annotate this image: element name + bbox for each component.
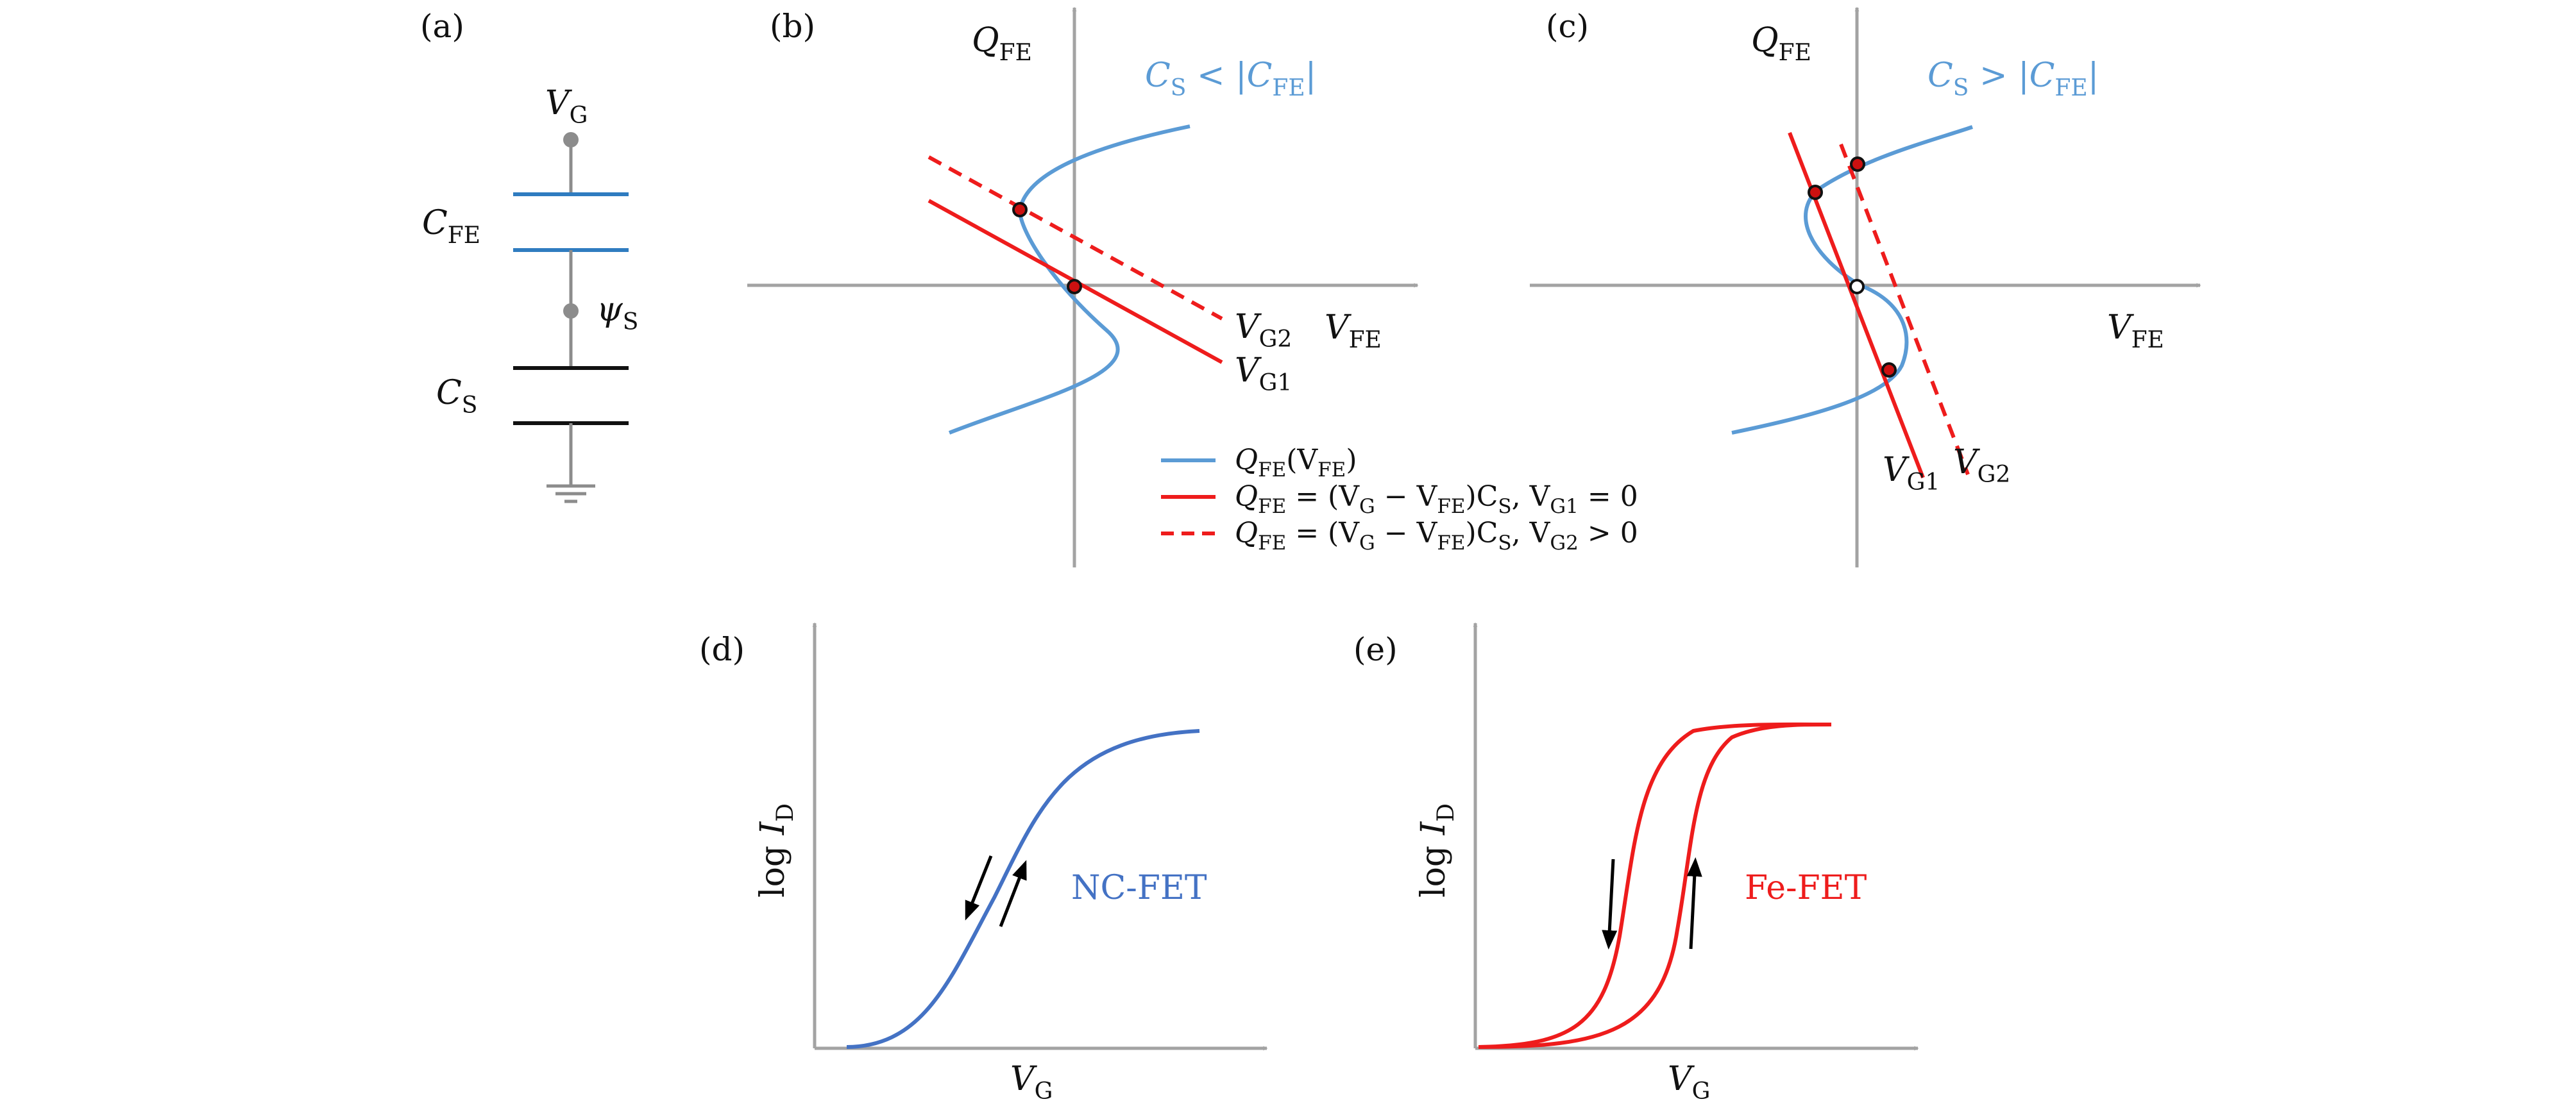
- panel-e: (e) log ID VG Fe-FET: [1353, 622, 1919, 1105]
- c-condition-label: CS > |CFE|: [1928, 56, 2099, 101]
- panel-c: (c) QFE VFE CS > |CFE| VG1 VG2: [1530, 6, 2201, 567]
- c-vg2-label: VG2: [1953, 443, 2010, 488]
- d-x-axis-label: VG: [1010, 1060, 1053, 1105]
- vg-label: VG: [545, 84, 588, 129]
- c-line-vg2: [1839, 143, 1970, 476]
- e-fefet-down-branch: [1478, 722, 1832, 1049]
- cs-label: CS: [436, 374, 477, 419]
- psi-label: ψS: [597, 290, 638, 335]
- panel-d-label: (d): [699, 631, 745, 668]
- legend: QFE(VFE) QFE = (VG − VFE)CS, VG1 = 0 QFE…: [1161, 444, 1638, 555]
- b-vg1-label: VG1: [1235, 351, 1292, 396]
- c-x-axis-label: VFE: [2107, 308, 2164, 353]
- d-down-arrow-icon: [965, 855, 993, 921]
- e-down-arrow-icon: [1602, 859, 1618, 950]
- e-y-axis-label: log ID: [1414, 803, 1459, 898]
- d-ncfet-curve: [846, 729, 1200, 1049]
- b-condition-label: CS < |CFE|: [1145, 56, 1316, 101]
- c-y-axis-label: QFE: [1751, 21, 1811, 66]
- legend-entry-vg2: QFE = (VG − VFE)CS, VG2 > 0: [1235, 517, 1638, 555]
- psi-node-icon: [563, 303, 579, 319]
- capacitor-s-icon: [513, 366, 629, 425]
- legend-entry-vg1: QFE = (VG − VFE)CS, VG1 = 0: [1235, 480, 1638, 518]
- panel-b: (b) QFE VFE CS < |CFE| VG2 VG1: [747, 6, 1419, 567]
- c-intersection-marker: [1881, 362, 1897, 378]
- b-vg2-label: VG2: [1235, 308, 1292, 353]
- d-y-axis-label: log ID: [754, 803, 799, 898]
- e-curve-label: Fe-FET: [1745, 869, 1867, 907]
- b-intersection-marker: [1067, 279, 1082, 294]
- b-x-axis-label: VFE: [1325, 308, 1382, 353]
- c-intersection-marker: [1850, 156, 1865, 172]
- cfe-label: CFE: [422, 204, 480, 249]
- panel-d: (d) log ID VG NC-FET: [699, 622, 1268, 1105]
- e-x-axis-label: VG: [1668, 1060, 1710, 1105]
- d-curve-label: NC-FET: [1071, 869, 1207, 907]
- b-intersection-marker: [1012, 202, 1028, 217]
- b-y-axis-label: QFE: [972, 21, 1032, 66]
- e-up-arrow-icon: [1686, 857, 1702, 950]
- panel-a-label: (a): [420, 8, 464, 45]
- legend-entry-qfe: QFE(VFE): [1235, 444, 1357, 482]
- capacitor-fe-icon: [513, 192, 629, 252]
- panel-e-label: (e): [1353, 631, 1398, 668]
- ground-icon: [547, 484, 595, 503]
- panel-a: (a) VG CFE ψS CS: [420, 8, 638, 503]
- b-line-vg2: [928, 155, 1223, 321]
- c-vg1-label: VG1: [1883, 451, 1940, 496]
- panel-c-label: (c): [1546, 8, 1589, 45]
- panel-b-label: (b): [770, 8, 815, 45]
- c-intersection-marker: [1808, 185, 1823, 200]
- d-up-arrow-icon: [999, 860, 1027, 927]
- c-unstable-marker: [1849, 279, 1865, 294]
